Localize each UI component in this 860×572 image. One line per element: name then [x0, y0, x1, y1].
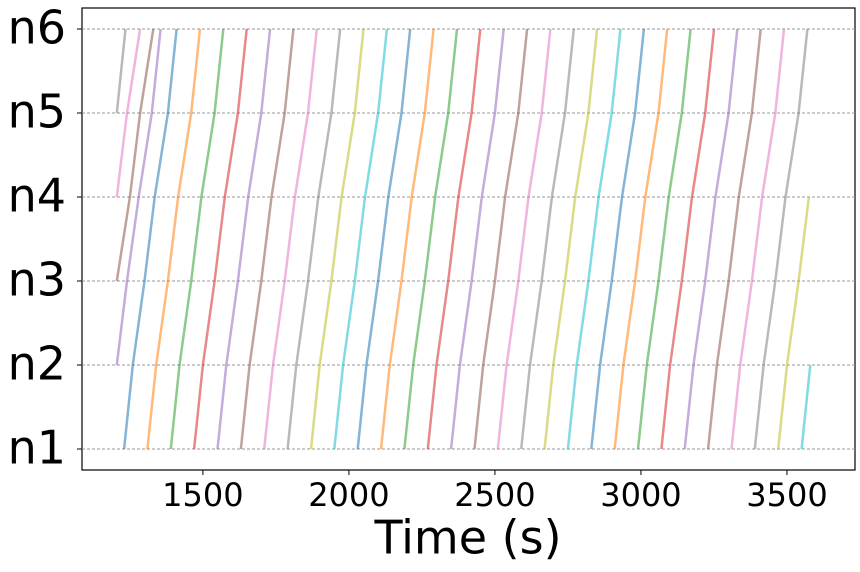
y-tick-label: n5 [8, 85, 66, 139]
x-tick-label: 3000 [600, 476, 681, 514]
series-line [753, 28, 809, 450]
series-line [115, 28, 155, 282]
y-tick-label: n4 [8, 169, 66, 223]
x-tick-label: 3500 [746, 476, 827, 514]
y-tick-label: n2 [8, 337, 66, 391]
series-line [776, 196, 811, 450]
series-line [800, 364, 812, 450]
series-line [519, 28, 576, 450]
series-line [706, 28, 762, 450]
series-line [216, 28, 272, 450]
series-line [309, 28, 365, 450]
plot-frame [81, 7, 856, 471]
series-line [426, 28, 482, 450]
series-line [115, 28, 162, 366]
series-line [122, 28, 178, 450]
series-line [590, 28, 646, 450]
series-line [169, 28, 225, 450]
series-line [262, 28, 319, 450]
x-axis-label: Time (s) [373, 511, 561, 565]
series-line [146, 28, 202, 450]
y-tick-label: n6 [8, 1, 66, 55]
series-line [473, 28, 529, 450]
series-line [496, 28, 552, 450]
series-line [192, 28, 248, 450]
series-line [636, 28, 692, 450]
series-line [379, 28, 435, 450]
series-line [286, 28, 342, 450]
series-line [115, 28, 127, 114]
series-line [683, 28, 739, 450]
x-tick-label: 1500 [162, 476, 243, 514]
y-tick-label: n1 [8, 421, 66, 475]
series-line [730, 28, 786, 450]
x-tick-label: 2500 [454, 476, 535, 514]
series-line [566, 28, 622, 450]
y-tick-label: n3 [8, 253, 66, 307]
series-line [333, 28, 389, 450]
series-line [543, 28, 599, 450]
series-line [356, 28, 412, 450]
series-line [613, 28, 669, 450]
x-tick-label: 2000 [308, 476, 389, 514]
series-line [449, 28, 505, 450]
series-line [403, 28, 459, 450]
series-line [115, 28, 142, 198]
series-line [239, 28, 295, 450]
series-line [660, 28, 716, 450]
